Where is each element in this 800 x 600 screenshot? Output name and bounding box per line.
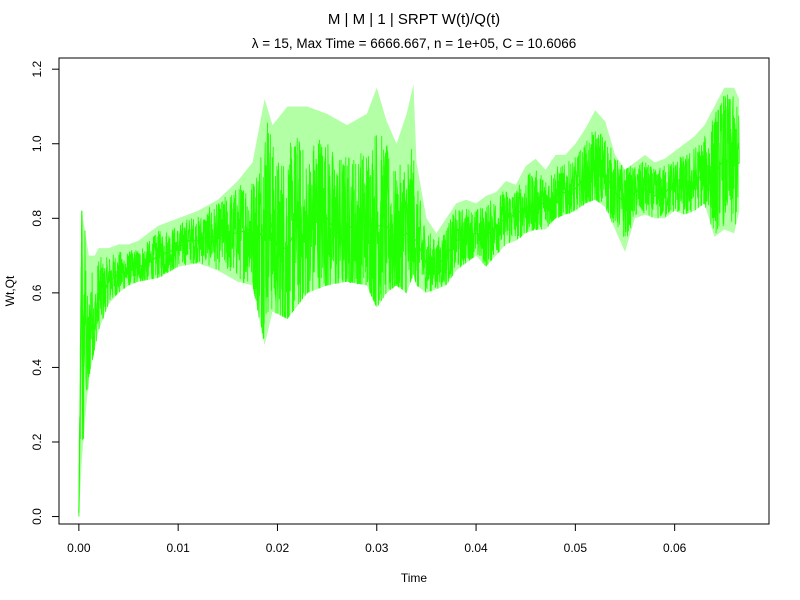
y-tick-label: 0.2: [30, 433, 44, 450]
y-tick-label: 1.0: [30, 135, 44, 152]
x-axis-label: Time: [401, 571, 428, 585]
y-tick-label: 0.0: [30, 508, 44, 525]
y-axis-label: Wt,Qt: [3, 275, 17, 306]
y-tick-label: 0.4: [30, 359, 44, 376]
x-axis: 0.00 0.01 0.02 0.03 0.04 0.05 0.06: [67, 523, 687, 555]
series-trace: [78, 94, 740, 517]
x-tick-label: 0.04: [464, 541, 488, 555]
x-tick-label: 0.06: [663, 541, 687, 555]
y-axis: 0.0 0.2 0.4 0.6 0.8 1.0 1.2: [30, 61, 60, 525]
x-tick-label: 0.03: [365, 541, 389, 555]
x-tick-label: 0.01: [166, 541, 190, 555]
chart-subtitle: λ = 15, Max Time = 6666.667, n = 1e+05, …: [252, 36, 577, 51]
y-tick-label: 0.6: [30, 284, 44, 301]
series-line: [78, 157, 740, 513]
x-tick-label: 0.02: [266, 541, 290, 555]
x-tick-label: 0.00: [67, 541, 91, 555]
data-layer: [78, 84, 740, 517]
chart-title: M | M | 1 | SRPT W(t)/Q(t): [328, 11, 500, 28]
y-tick-label: 0.8: [30, 210, 44, 227]
y-tick-label: 1.2: [30, 61, 44, 78]
x-tick-label: 0.05: [564, 541, 588, 555]
